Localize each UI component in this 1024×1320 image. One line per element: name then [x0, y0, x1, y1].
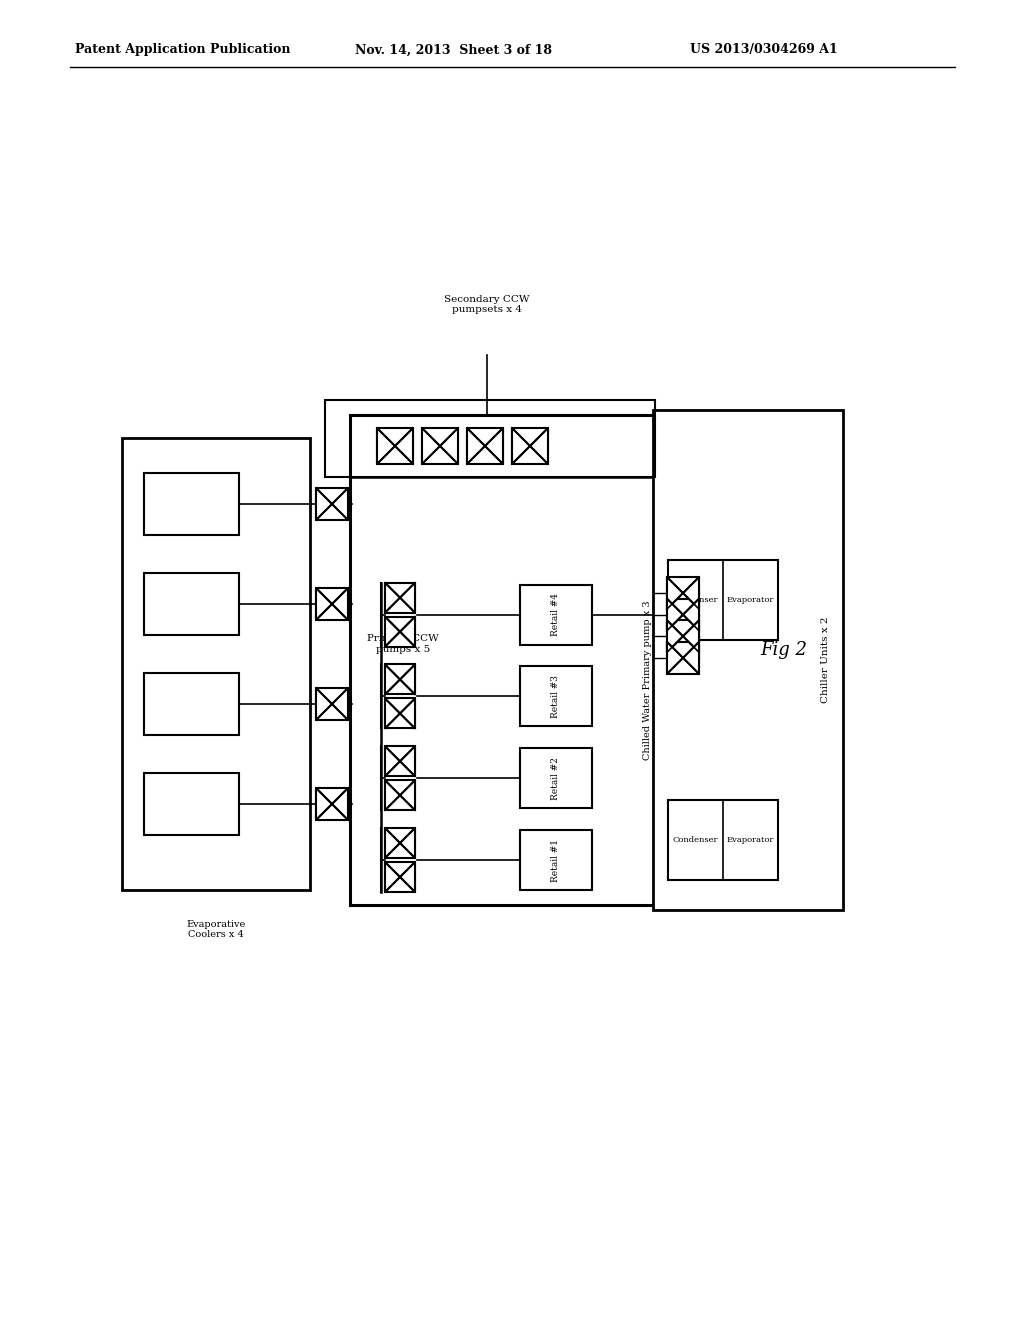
Text: Patent Application Publication: Patent Application Publication	[75, 44, 291, 57]
Polygon shape	[467, 428, 485, 465]
Bar	[325, 400, 655, 477]
Text: Chilled Water Primary pump x 3: Chilled Water Primary pump x 3	[642, 601, 651, 760]
Bar	[144, 673, 239, 735]
Polygon shape	[440, 428, 458, 465]
Polygon shape	[683, 599, 699, 631]
Bar	[668, 560, 778, 640]
Polygon shape	[400, 698, 415, 729]
Text: Retail #2: Retail #2	[552, 756, 560, 800]
Polygon shape	[667, 599, 683, 631]
Bar	[653, 411, 843, 909]
Polygon shape	[667, 642, 683, 675]
Bar	[667, 599, 699, 631]
Text: Fig 2: Fig 2	[760, 642, 807, 659]
Bar	[122, 438, 310, 890]
Text: Secondary CCW
pumpsets x 4: Secondary CCW pumpsets x 4	[444, 294, 530, 314]
Text: Retail #3: Retail #3	[552, 675, 560, 718]
Bar	[385, 664, 415, 694]
Polygon shape	[385, 862, 400, 892]
Text: Evaporator: Evaporator	[727, 597, 774, 605]
Polygon shape	[385, 780, 400, 810]
Bar	[467, 428, 503, 465]
Polygon shape	[385, 828, 400, 858]
Bar	[520, 585, 592, 644]
Bar	[520, 748, 592, 808]
Bar	[385, 746, 415, 776]
Text: US 2013/0304269 A1: US 2013/0304269 A1	[690, 44, 838, 57]
Polygon shape	[683, 642, 699, 675]
Polygon shape	[316, 587, 332, 620]
Bar	[385, 616, 415, 647]
Polygon shape	[395, 428, 413, 465]
Polygon shape	[377, 428, 395, 465]
Text: Evaporative
Coolers x 4: Evaporative Coolers x 4	[186, 920, 246, 940]
Bar	[316, 788, 348, 820]
Text: Evaporator: Evaporator	[727, 836, 774, 843]
Text: Retail #1: Retail #1	[552, 838, 560, 882]
Bar	[667, 620, 699, 652]
Polygon shape	[332, 688, 348, 719]
Polygon shape	[385, 664, 400, 694]
Text: Condenser: Condenser	[673, 597, 718, 605]
Polygon shape	[385, 582, 400, 612]
Polygon shape	[385, 746, 400, 776]
Bar	[385, 828, 415, 858]
Polygon shape	[400, 828, 415, 858]
Polygon shape	[385, 698, 400, 729]
Polygon shape	[683, 577, 699, 609]
Polygon shape	[400, 616, 415, 647]
Polygon shape	[400, 780, 415, 810]
Bar	[422, 428, 458, 465]
Text: Condenser: Condenser	[673, 836, 718, 843]
Polygon shape	[400, 862, 415, 892]
Polygon shape	[400, 664, 415, 694]
Polygon shape	[332, 488, 348, 520]
Text: Nov. 14, 2013  Sheet 3 of 18: Nov. 14, 2013 Sheet 3 of 18	[355, 44, 552, 57]
Polygon shape	[422, 428, 440, 465]
Bar	[512, 428, 548, 465]
Bar	[668, 800, 778, 880]
Polygon shape	[400, 582, 415, 612]
Polygon shape	[667, 620, 683, 652]
Polygon shape	[683, 620, 699, 652]
Bar	[385, 582, 415, 612]
Bar	[520, 667, 592, 726]
Bar	[316, 688, 348, 719]
Polygon shape	[512, 428, 530, 465]
Bar	[144, 473, 239, 535]
Bar	[377, 428, 413, 465]
Bar	[350, 414, 655, 906]
Text: Chiller Units x 2: Chiller Units x 2	[820, 616, 829, 704]
Bar	[316, 488, 348, 520]
Polygon shape	[667, 577, 683, 609]
Polygon shape	[485, 428, 503, 465]
Bar	[316, 587, 348, 620]
Bar	[385, 698, 415, 729]
Polygon shape	[316, 788, 332, 820]
Polygon shape	[332, 587, 348, 620]
Bar	[667, 577, 699, 609]
Bar	[385, 862, 415, 892]
Text: Retail #4: Retail #4	[552, 593, 560, 636]
Polygon shape	[332, 788, 348, 820]
Text: Primary CCW
pumps x 5: Primary CCW pumps x 5	[368, 635, 439, 653]
Polygon shape	[400, 746, 415, 776]
Bar	[667, 642, 699, 675]
Polygon shape	[530, 428, 548, 465]
Bar	[385, 780, 415, 810]
Polygon shape	[316, 488, 332, 520]
Polygon shape	[385, 616, 400, 647]
Bar	[520, 830, 592, 890]
Bar	[144, 774, 239, 836]
Bar	[144, 573, 239, 635]
Polygon shape	[316, 688, 332, 719]
